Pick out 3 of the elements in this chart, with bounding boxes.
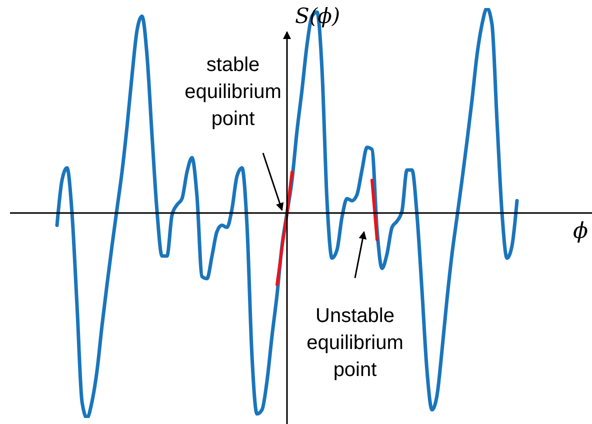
x-axis-title: ϕ — [573, 219, 588, 244]
annotation: stable equilibrium point — [184, 53, 282, 132]
annotation: Unstable equilibrium point — [306, 304, 404, 383]
